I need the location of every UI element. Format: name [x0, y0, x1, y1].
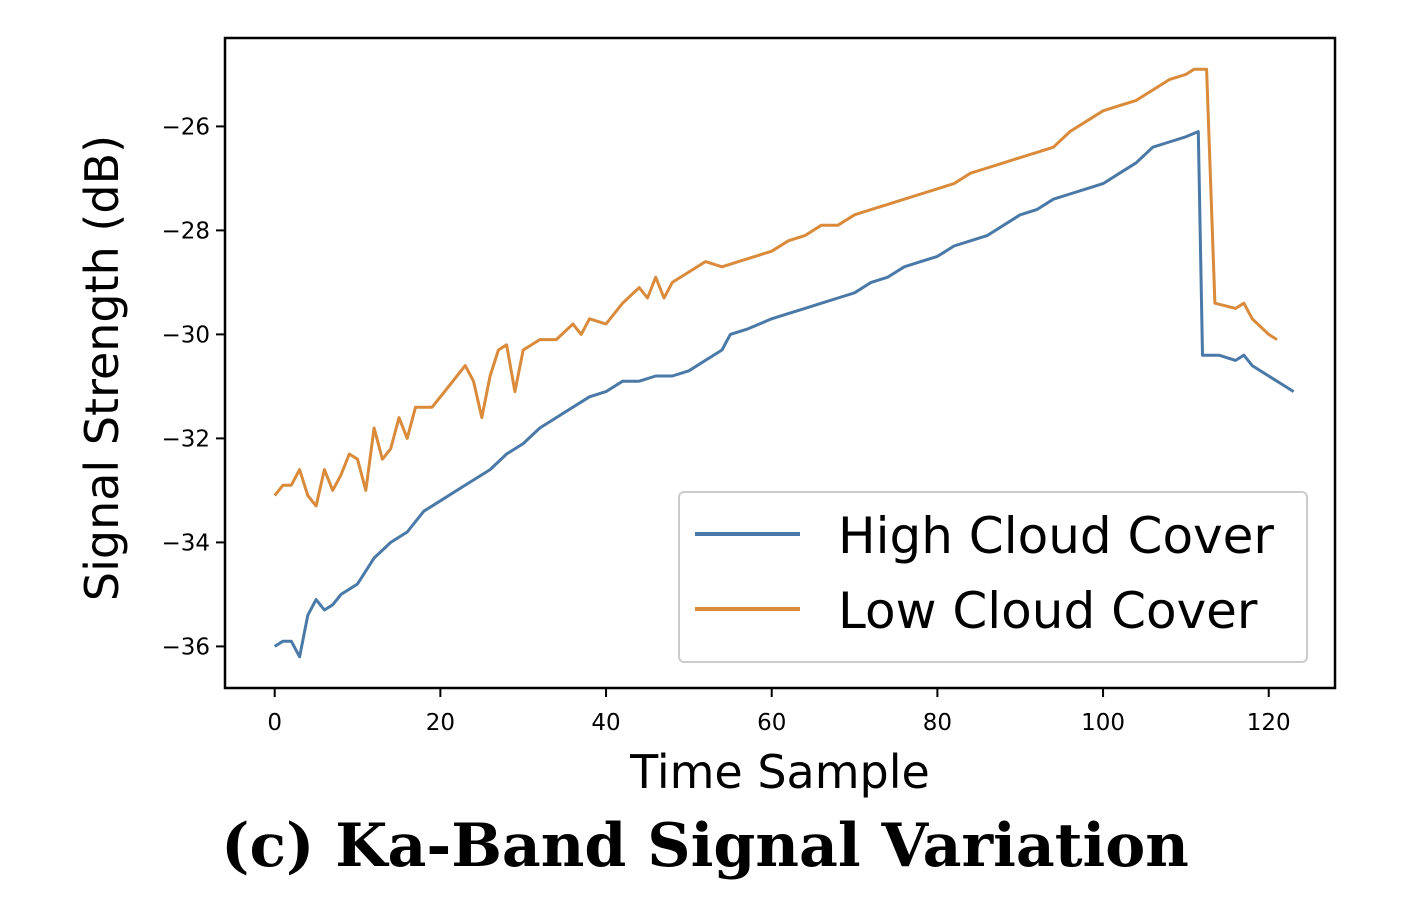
plot-frame: [223, 36, 1337, 690]
x-tick-label: 100: [1081, 710, 1125, 736]
x-axis-label: Time Sample: [629, 745, 930, 799]
legend: High Cloud Cover Low Cloud Cover: [678, 491, 1308, 663]
y-tick-label: −32: [161, 426, 210, 452]
y-tick-label: −36: [161, 634, 210, 660]
y-tick-label: −28: [161, 218, 210, 244]
x-tick-label: 20: [426, 710, 455, 736]
legend-label-low-cloud-cover: Low Cloud Cover: [838, 582, 1258, 640]
x-tick-label: 40: [591, 710, 620, 736]
x-tick-label: 0: [267, 710, 282, 736]
legend-label-high-cloud-cover: High Cloud Cover: [838, 507, 1274, 565]
x-tick-label: 60: [757, 710, 786, 736]
series-layer: [273, 67, 1295, 659]
y-tick-label: −30: [161, 322, 210, 348]
series-line-low-cloud-cover: [273, 67, 1278, 508]
series-line-high-cloud-cover: [273, 130, 1295, 659]
x-axis: 0 20 40 60 80 100 120: [267, 688, 1291, 736]
y-axis-label: Signal Strength (dB): [75, 135, 129, 601]
figure-caption: (c) Ka-Band Signal Variation: [221, 811, 1189, 881]
legend-box: [678, 491, 1308, 663]
y-tick-label: −34: [161, 530, 210, 556]
y-axis: −36 −34 −32 −30 −28 −26: [161, 114, 225, 660]
x-tick-label: 120: [1247, 710, 1291, 736]
y-tick-label: −26: [161, 114, 210, 140]
x-tick-label: 80: [923, 710, 952, 736]
